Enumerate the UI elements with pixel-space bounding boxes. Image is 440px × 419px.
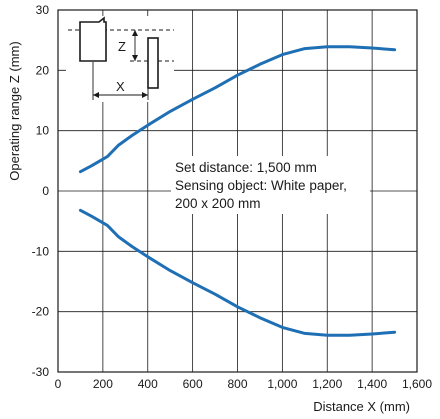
tick-labels: 0 200 400 600 800 1,000 1,200 1,400 1,600-30-20-… bbox=[32, 3, 433, 391]
x-tick-label: 1,600 bbox=[402, 377, 432, 391]
y-tick-label: -30 bbox=[32, 365, 50, 379]
x-tick-label: 200 bbox=[93, 377, 113, 391]
inset-diagram: Z X bbox=[66, 16, 174, 102]
target-object-icon bbox=[147, 37, 159, 89]
annotation-line-3: 200 x 200 mm bbox=[175, 196, 261, 211]
annotation-line-2: Sensing object: White paper, bbox=[175, 178, 347, 193]
y-tick-label: 20 bbox=[36, 63, 50, 77]
upper-range-curve bbox=[78, 45, 397, 174]
annotation-line-1: Set distance: 1,500 mm bbox=[175, 160, 317, 175]
x-axis-title: Distance X (mm) bbox=[313, 399, 410, 414]
lower-range-curve bbox=[78, 208, 397, 337]
x-tick-label: 1,000 bbox=[267, 377, 297, 391]
plot-frame bbox=[57, 9, 418, 373]
inset-z-label: Z bbox=[118, 39, 126, 54]
y-tick-label: 30 bbox=[36, 3, 50, 17]
x-arrow-left-icon bbox=[93, 92, 99, 98]
y-tick-label: 0 bbox=[42, 184, 49, 198]
x-arrow-right-icon bbox=[142, 92, 148, 98]
x-tick-label: 1,200 bbox=[312, 377, 342, 391]
y-tick-label: 10 bbox=[36, 124, 50, 138]
x-tick-label: 600 bbox=[183, 377, 203, 391]
annotation-box bbox=[171, 156, 370, 214]
series-layer bbox=[78, 45, 397, 337]
y-tick-label: -10 bbox=[32, 244, 50, 258]
x-tick-label: 0 bbox=[55, 377, 62, 391]
z-arrow-bottom-icon bbox=[132, 55, 138, 61]
x-tick-label: 800 bbox=[227, 377, 247, 391]
x-tick-label: 1,400 bbox=[357, 377, 387, 391]
sensor-icon bbox=[79, 16, 107, 62]
y-axis-title: Operating range Z (mm) bbox=[7, 41, 22, 180]
inset-x-label: X bbox=[116, 79, 125, 94]
x-tick-label: 400 bbox=[138, 377, 158, 391]
z-arrow-top-icon bbox=[132, 30, 138, 36]
y-tick-label: -20 bbox=[32, 305, 50, 319]
